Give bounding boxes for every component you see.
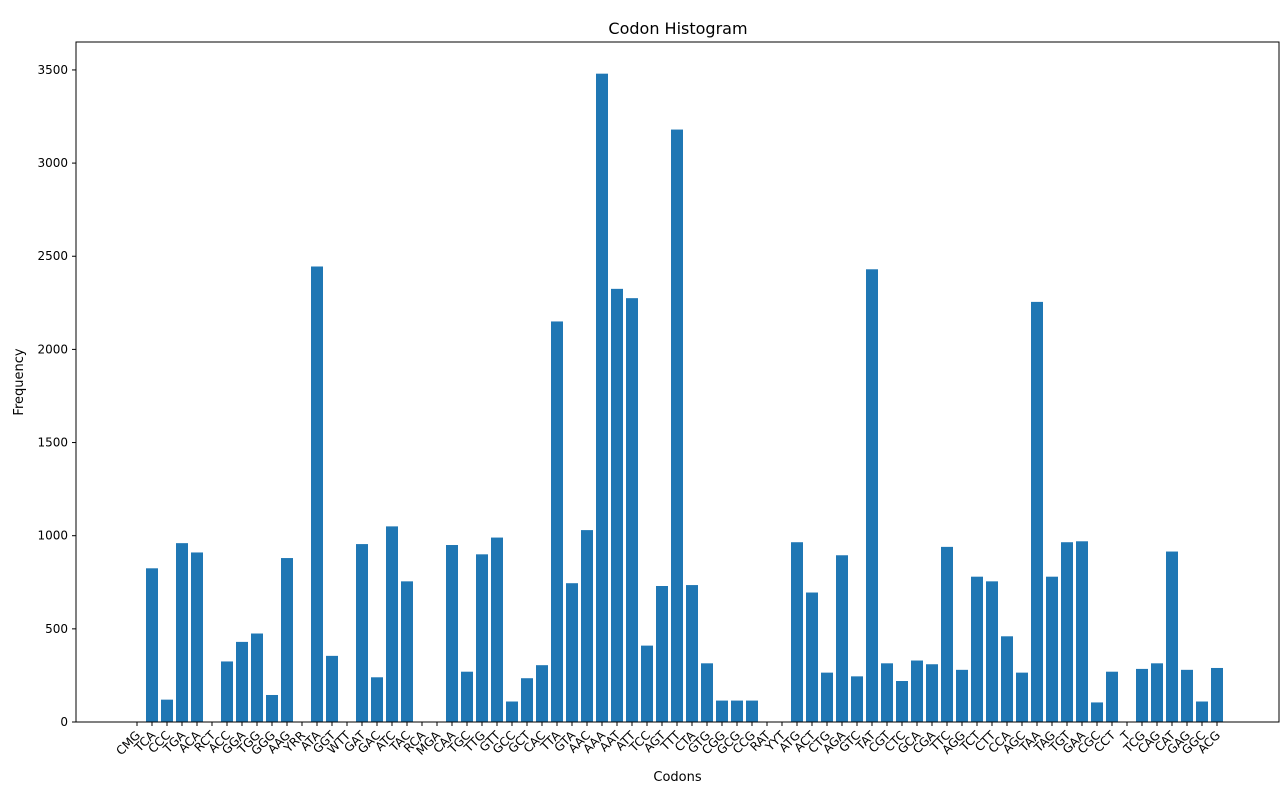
bar-TAA	[1031, 301, 1043, 722]
bar-GTT	[491, 537, 503, 722]
bar-GGT	[326, 655, 338, 722]
bar-CTC	[896, 681, 908, 722]
bar-TTA	[551, 321, 563, 722]
bar-CTT	[986, 581, 998, 722]
bar-TTC	[941, 546, 953, 722]
bar-GAC	[371, 677, 383, 722]
bar-TCT	[971, 576, 983, 722]
bar-ACC	[221, 661, 233, 722]
bar-TGG	[251, 633, 263, 722]
bar-CGG	[716, 700, 728, 722]
bar-TTT	[671, 129, 683, 722]
bar-GGG	[266, 694, 278, 722]
bar-TAC	[401, 581, 413, 722]
bar-CCT	[1106, 671, 1118, 722]
y-tick-label: 2500	[37, 249, 68, 263]
bar-CGT	[881, 663, 893, 722]
bar-CTA	[686, 585, 698, 722]
bar-TCA	[146, 568, 158, 722]
bar-TTG	[476, 554, 488, 722]
bar-ACG	[1211, 667, 1223, 722]
bar-CGC	[1091, 702, 1103, 722]
bar-GTG	[701, 663, 713, 722]
bar-AAC	[581, 530, 593, 722]
bar-GAT	[356, 544, 368, 722]
bar-GTC	[851, 676, 863, 722]
y-tick-label: 3500	[37, 63, 68, 77]
bar-TCG	[1136, 668, 1148, 722]
y-tick-label: 0	[60, 715, 68, 729]
bar-CCA	[1001, 636, 1013, 722]
chart-title: Codon Histogram	[608, 19, 747, 38]
bar-TGT	[1061, 542, 1073, 722]
bar-AAT	[611, 288, 623, 722]
bar-CAC	[536, 665, 548, 722]
bar-GAA	[1076, 541, 1088, 722]
bar-CTG	[821, 672, 833, 722]
bar-AGT	[656, 586, 668, 722]
y-tick-label: 500	[45, 622, 68, 636]
bar-CCC	[161, 699, 173, 722]
bars	[146, 73, 1223, 722]
y-tick-label: 1500	[37, 436, 68, 450]
bar-TGC	[461, 671, 473, 722]
bar-CCG	[746, 700, 758, 722]
bar-GCT	[521, 678, 533, 722]
y-axis-ticks: 0 500 1000 1500 2000 2500 3000 3500	[37, 63, 76, 729]
bar-CAT	[1166, 551, 1178, 722]
bar-GAG	[1181, 669, 1193, 722]
bar-ATG	[791, 542, 803, 722]
bar-AAG	[281, 558, 293, 722]
x-axis-title: Codons	[653, 770, 701, 785]
bar-TCC	[641, 645, 653, 722]
bar-ACA	[191, 552, 203, 722]
bar-AGG	[956, 669, 968, 722]
plot-frame	[75, 41, 1280, 723]
bar-GCA	[911, 660, 923, 722]
bar-AGC	[1016, 672, 1028, 722]
bar-TAG	[1046, 576, 1058, 722]
bar-TGA	[176, 543, 188, 722]
bar-ATC	[386, 526, 398, 722]
bar-ATT	[626, 298, 638, 722]
bar-GGC	[1196, 701, 1208, 722]
bar-GGA	[236, 641, 248, 722]
y-tick-label: 3000	[37, 156, 68, 170]
bar-CAA	[446, 545, 458, 722]
bar-CAG	[1151, 663, 1163, 722]
bar-TAT	[866, 269, 878, 722]
bar-ACT	[806, 592, 818, 722]
bar-GCG	[731, 700, 743, 722]
bar-ATA	[311, 266, 323, 722]
y-axis-title: Frequency	[12, 348, 27, 415]
x-axis-ticks: CMGTCACCCTGAACARCTACCGGATGGGGGAAGYRRATAG…	[113, 722, 1223, 758]
bar-AGA	[836, 555, 848, 722]
bar-AAA	[596, 73, 608, 722]
y-tick-label: 1000	[37, 529, 68, 543]
bar-GTA	[566, 583, 578, 722]
y-tick-label: 2000	[37, 342, 68, 356]
bar-CGA	[926, 664, 938, 722]
bar-GCC	[506, 701, 518, 722]
